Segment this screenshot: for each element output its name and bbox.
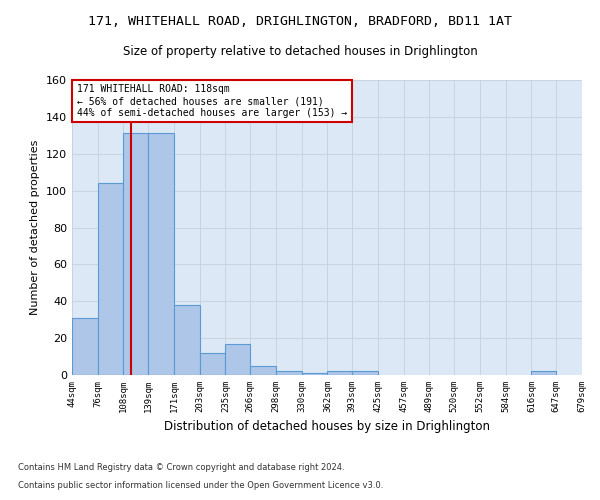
Text: Size of property relative to detached houses in Drighlington: Size of property relative to detached ho… bbox=[122, 45, 478, 58]
Bar bbox=[302, 373, 328, 375]
Bar bbox=[72, 318, 98, 375]
Bar bbox=[200, 353, 226, 375]
Bar bbox=[250, 366, 276, 375]
Bar bbox=[174, 305, 200, 375]
Text: Contains public sector information licensed under the Open Government Licence v3: Contains public sector information licen… bbox=[18, 481, 383, 490]
Bar bbox=[226, 344, 250, 375]
Bar bbox=[328, 372, 352, 375]
Bar bbox=[532, 372, 556, 375]
X-axis label: Distribution of detached houses by size in Drighlington: Distribution of detached houses by size … bbox=[164, 420, 490, 434]
Bar bbox=[276, 372, 302, 375]
Bar bbox=[98, 183, 124, 375]
Text: Contains HM Land Registry data © Crown copyright and database right 2024.: Contains HM Land Registry data © Crown c… bbox=[18, 464, 344, 472]
Bar bbox=[148, 134, 174, 375]
Text: 171 WHITEHALL ROAD: 118sqm
← 56% of detached houses are smaller (191)
44% of sem: 171 WHITEHALL ROAD: 118sqm ← 56% of deta… bbox=[77, 84, 347, 117]
Bar bbox=[352, 372, 378, 375]
Text: 171, WHITEHALL ROAD, DRIGHLINGTON, BRADFORD, BD11 1AT: 171, WHITEHALL ROAD, DRIGHLINGTON, BRADF… bbox=[88, 15, 512, 28]
Bar bbox=[124, 134, 148, 375]
Y-axis label: Number of detached properties: Number of detached properties bbox=[31, 140, 40, 315]
